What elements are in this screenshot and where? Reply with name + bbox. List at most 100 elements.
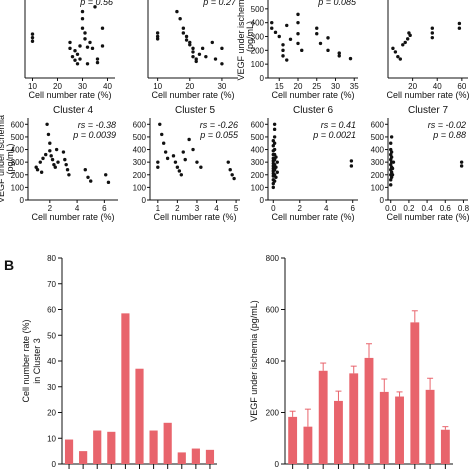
data-point — [39, 170, 44, 174]
data-point — [89, 179, 93, 183]
data-point — [75, 52, 80, 56]
y-tick-label: 60 — [47, 306, 56, 315]
data-point — [403, 40, 407, 45]
data-point — [45, 122, 49, 127]
y-tick-label: 0 — [142, 196, 147, 205]
data-point — [228, 168, 232, 172]
data-point — [181, 150, 185, 154]
y-tick-label: 600 — [266, 306, 280, 315]
x-axis-label: Cell number rate (%) — [31, 212, 114, 222]
chart-cluster7: 0.0 0.2 0.4 0.6 0.8 0 100 200 300 400 500 600 Cell n… — [371, 105, 470, 222]
bar — [93, 430, 102, 464]
stat-p: p = 0.0039 — [72, 130, 116, 140]
y-tick-label: 200 — [266, 409, 280, 418]
bar — [318, 370, 328, 464]
data-point — [270, 26, 274, 30]
y-tick-label: 0 — [260, 196, 265, 205]
data-point — [83, 37, 87, 41]
chart-bar-rate: 0 10 20 30 40 50 60 70 80 Cell number rate (%)in … — [21, 254, 217, 469]
data-point — [188, 40, 192, 45]
y-tick-label: 600 — [371, 120, 385, 129]
y-tick-label: 600 — [133, 120, 147, 129]
data-point — [204, 54, 208, 59]
y-tick-label: 10 — [47, 434, 56, 443]
data-point — [389, 150, 394, 154]
y-tick-label: 200 — [11, 171, 25, 180]
data-point — [80, 9, 85, 14]
bar — [177, 452, 186, 464]
data-point — [285, 23, 289, 28]
data-point — [277, 34, 281, 39]
data-point — [30, 32, 35, 36]
data-point — [191, 54, 195, 59]
bar — [149, 430, 158, 464]
data-point — [61, 150, 66, 154]
data-point — [53, 165, 57, 169]
data-point — [273, 30, 278, 35]
data-point — [389, 135, 394, 139]
data-point — [64, 162, 68, 167]
y-axis-label: VEGF under ischemia (pg/mL) — [249, 300, 259, 422]
data-point — [315, 26, 319, 30]
y-tick-label: 400 — [11, 146, 25, 155]
data-point — [232, 176, 236, 181]
data-point — [281, 54, 285, 58]
data-point — [285, 58, 289, 62]
data-point — [178, 17, 182, 21]
y-tick-label: 200 — [371, 171, 385, 180]
data-point — [104, 173, 108, 177]
y-tick-label: 400 — [371, 146, 385, 155]
data-point — [80, 17, 85, 21]
data-point — [401, 43, 405, 47]
chart-title: Cluster 4 — [53, 105, 93, 116]
bar — [107, 431, 116, 464]
data-point — [83, 31, 87, 35]
y-tick-label: 30 — [47, 383, 56, 392]
y-tick-label: 600 — [251, 120, 265, 129]
data-point — [155, 34, 160, 39]
data-point — [184, 38, 189, 42]
data-point — [175, 165, 180, 169]
data-point — [187, 137, 191, 142]
y-tick-label: 300 — [371, 158, 385, 167]
data-point — [48, 141, 52, 145]
chart-title: Cluster 7 — [408, 105, 448, 116]
y-tick-label: 300 — [251, 158, 265, 167]
data-point — [30, 39, 35, 43]
x-axis-label: Cell number rate (%) — [28, 90, 111, 100]
data-point — [75, 62, 80, 66]
data-point — [389, 183, 393, 187]
y-axis-label: VEGF under ischemia(pg/mL) — [236, 0, 255, 81]
x-axis-label: Cell number rate (%) — [151, 90, 234, 100]
x-tick-label: 15 — [275, 82, 284, 91]
data-point — [199, 165, 203, 169]
bar — [163, 422, 172, 464]
bar — [364, 357, 374, 464]
bar — [79, 451, 88, 464]
data-point — [348, 56, 353, 61]
stat-p: p = 0.0021 — [312, 130, 356, 140]
data-point — [220, 46, 224, 51]
data-point — [337, 54, 341, 58]
data-point — [389, 141, 393, 145]
data-point — [430, 31, 435, 35]
bar — [205, 449, 215, 464]
data-point — [281, 43, 285, 47]
data-point — [155, 37, 160, 41]
x-tick-label: 6 — [102, 204, 107, 213]
data-point — [41, 156, 45, 161]
y-tick-label: 50 — [47, 331, 56, 340]
x-tick-label: 2 — [48, 204, 53, 213]
x-axis-label: Cell number rate (%) — [153, 212, 236, 222]
data-point — [78, 57, 82, 61]
y-tick-label: 100 — [251, 60, 265, 69]
data-point — [191, 147, 195, 152]
data-point — [274, 155, 278, 159]
chart-title: Cluster 6 — [293, 105, 333, 116]
x-tick-label: 10 — [28, 82, 37, 91]
data-point — [210, 40, 214, 45]
chart-cluster6: 0 2 4 6 0 100 200 300 400 500 600 Cell number rate … — [251, 105, 358, 222]
